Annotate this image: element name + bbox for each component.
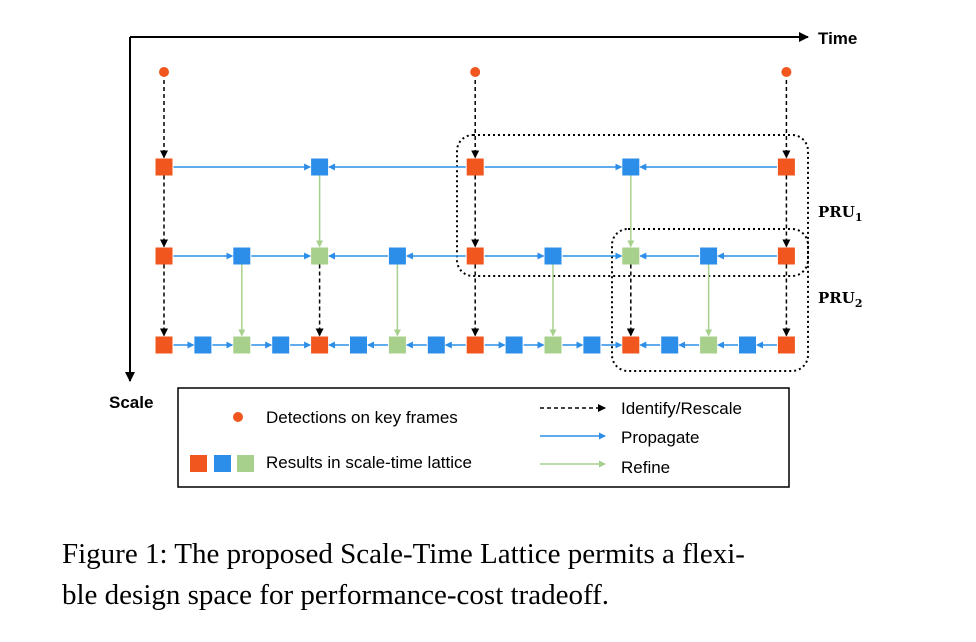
lattice-node-bottom bbox=[777, 336, 795, 354]
lattice-node-bottom bbox=[233, 336, 251, 354]
lattice-node-mid bbox=[388, 247, 406, 265]
detection-dot bbox=[781, 67, 792, 77]
lattice-node-top bbox=[155, 158, 173, 176]
legend-detection-dot-icon bbox=[233, 412, 243, 422]
lattice-node-mid bbox=[233, 247, 251, 265]
lattice-node-bottom bbox=[272, 336, 290, 354]
legend-green-square-icon bbox=[237, 455, 254, 472]
legend-detections-text: Detections on key frames bbox=[266, 408, 458, 427]
pru2-label: PRU2 bbox=[818, 289, 862, 310]
legend-results-text: Results in scale-time lattice bbox=[266, 453, 472, 472]
legend-propagate-text: Propagate bbox=[621, 428, 699, 447]
lattice-node-top bbox=[466, 158, 484, 176]
pru1-region bbox=[456, 134, 809, 277]
detection-dot bbox=[470, 67, 481, 77]
lattice-node-top bbox=[777, 158, 795, 176]
scale-axis-label: Scale bbox=[109, 393, 153, 412]
lattice-node-mid bbox=[622, 247, 640, 265]
lattice-node-mid bbox=[777, 247, 795, 265]
lattice-node-bottom bbox=[194, 336, 212, 354]
lattice-node-bottom bbox=[700, 336, 718, 354]
legend-blue-square-icon bbox=[214, 455, 231, 472]
lattice-node-bottom bbox=[622, 336, 640, 354]
legend-box bbox=[177, 387, 790, 488]
caption-line-1: Figure 1: The proposed Scale-Time Lattic… bbox=[62, 538, 745, 570]
legend-orange-square-icon bbox=[190, 455, 207, 472]
lattice-node-mid bbox=[155, 247, 173, 265]
pru2-region bbox=[611, 228, 809, 372]
legend-refine-text: Refine bbox=[621, 458, 670, 477]
lattice-node-top bbox=[311, 158, 329, 176]
lattice-node-bottom bbox=[350, 336, 367, 354]
lattice-node-bottom bbox=[661, 336, 679, 354]
legend-identify-text: Identify/Rescale bbox=[621, 399, 742, 418]
lattice-node-top bbox=[622, 158, 640, 176]
lattice-node-bottom bbox=[544, 336, 562, 354]
lattice-node-bottom bbox=[388, 336, 406, 354]
lattice-node-mid bbox=[544, 247, 562, 265]
caption-line-2: ble design space for performance-cost tr… bbox=[62, 579, 609, 611]
detection-dot bbox=[159, 67, 169, 77]
pru1-label: PRU1 bbox=[818, 203, 862, 224]
lattice-node-mid bbox=[700, 247, 718, 265]
lattice-node-bottom bbox=[155, 336, 173, 354]
lattice-node-bottom bbox=[311, 336, 329, 354]
lattice-node-bottom bbox=[427, 336, 445, 354]
lattice-node-mid bbox=[311, 247, 329, 265]
lattice-node-mid bbox=[466, 247, 484, 265]
lattice-node-bottom bbox=[739, 336, 756, 354]
lattice-node-bottom bbox=[583, 336, 601, 354]
figure-caption: Figure 1: The proposed Scale-Time Lattic… bbox=[62, 534, 942, 616]
lattice bbox=[155, 67, 795, 354]
time-axis-label: Time bbox=[818, 29, 857, 48]
lattice-node-bottom bbox=[466, 336, 484, 354]
lattice-node-bottom bbox=[505, 336, 523, 354]
